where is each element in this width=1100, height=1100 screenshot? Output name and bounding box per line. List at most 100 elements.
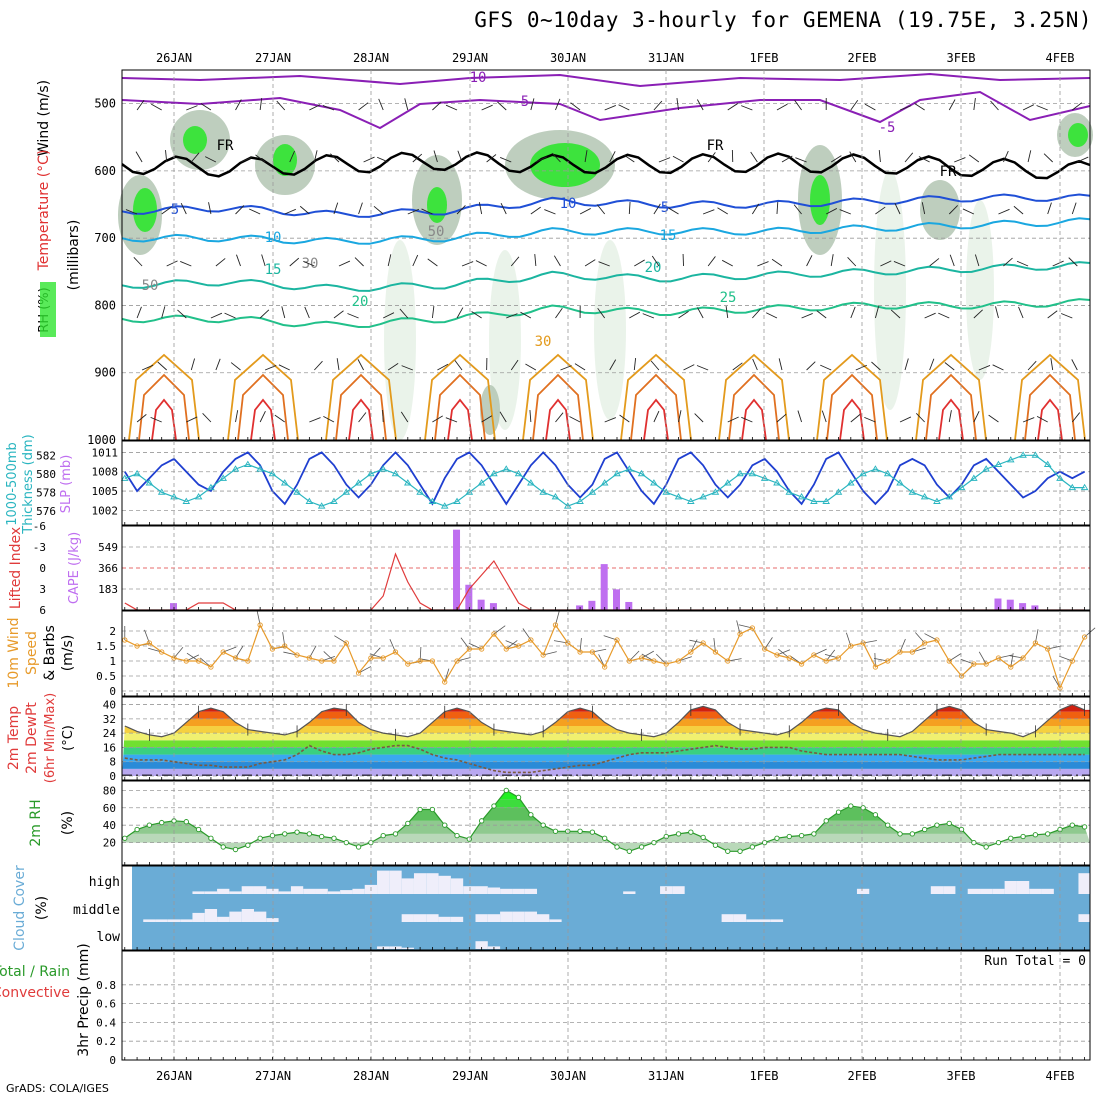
rh-point <box>737 848 743 854</box>
thickness-point <box>416 488 424 495</box>
footer-credit: GrADS: COLA/IGES <box>6 1082 109 1095</box>
rh-point <box>429 806 436 813</box>
contour-label: FR <box>217 138 234 154</box>
wind-barb <box>338 260 351 267</box>
li-tick-label: 6 <box>39 604 46 617</box>
wind10-point <box>897 649 903 655</box>
wind-barb <box>574 363 586 371</box>
date-label-top: 3FEB <box>947 51 976 65</box>
rh-point <box>848 803 854 809</box>
wind-barb <box>683 364 695 371</box>
cape-bar <box>489 603 497 610</box>
rh-point <box>1081 824 1088 830</box>
wind-barb <box>1013 205 1024 215</box>
wind-barb <box>358 412 367 423</box>
wind-barb <box>354 257 364 267</box>
date-label-bottom: 3FEB <box>947 1069 976 1083</box>
thickness-point <box>502 465 511 472</box>
wind-barb <box>373 205 384 215</box>
date-label-top: 2FEB <box>848 51 877 65</box>
wind-barb <box>525 363 537 371</box>
cloud-cell-high <box>413 873 427 894</box>
wind-barb <box>157 361 167 371</box>
cloud-background <box>132 866 1090 950</box>
thickness-point <box>367 469 375 477</box>
contour-label: 5 <box>661 200 669 216</box>
wind10-point <box>762 646 768 652</box>
thickness-point <box>1080 483 1089 491</box>
temp-band <box>122 733 1090 741</box>
pressure-tick-label: 500 <box>94 97 116 111</box>
wind-barb <box>235 205 245 215</box>
thickness-point <box>404 479 412 486</box>
wind-barb <box>230 362 241 371</box>
isotherm-30 <box>335 373 387 441</box>
wind-barb <box>499 411 507 423</box>
wind-barb <box>276 100 286 111</box>
wind10-tick-label: 1.5 <box>96 640 116 653</box>
thickness-point <box>760 474 769 481</box>
rh-point <box>614 844 620 850</box>
date-label-top: 31JAN <box>648 51 684 65</box>
wind-barb <box>186 105 198 111</box>
isotherm-30 <box>728 373 780 441</box>
wind-barb <box>208 202 212 215</box>
temp-band <box>122 711 1090 719</box>
pressure-tick-label: 600 <box>94 164 116 178</box>
thickness-point <box>342 488 351 495</box>
wind-barb <box>1047 310 1058 319</box>
wind-barb <box>1022 417 1035 423</box>
cloud-cell-high <box>352 888 365 894</box>
wind10-tick-label: 0 <box>109 685 116 698</box>
thickness-point <box>957 483 966 491</box>
wind-barb <box>871 361 881 371</box>
wind-barb <box>642 313 655 319</box>
cape-bar <box>994 598 1002 610</box>
date-label-bottom: 29JAN <box>452 1069 488 1083</box>
rh-point <box>515 794 522 800</box>
date-label-top: 29JAN <box>452 51 488 65</box>
wind-barb <box>445 104 458 111</box>
wind10-point <box>860 640 866 646</box>
cape-bar <box>453 529 461 610</box>
cloud-cell-high <box>1016 881 1030 894</box>
cape-bar <box>600 564 608 610</box>
wind10-point <box>208 664 214 670</box>
wind-barb <box>1061 313 1073 319</box>
dewpt-line <box>124 744 1085 774</box>
thickness-point <box>268 469 277 477</box>
wind-barb <box>1047 202 1052 215</box>
wind10-point <box>958 673 965 679</box>
isotherm-25 <box>424 353 496 441</box>
wind-barb <box>202 413 212 423</box>
isotherm-30 <box>925 373 977 441</box>
wind10-point <box>1008 664 1014 670</box>
wind-barb <box>259 98 263 111</box>
rh-point <box>245 842 251 848</box>
thickness-point <box>687 497 695 504</box>
wind-barb <box>604 417 617 423</box>
cloud-cell-high <box>1078 873 1091 894</box>
wind-barb <box>609 359 617 371</box>
slp-tick-label: 1011 <box>92 446 119 459</box>
rh-point <box>872 812 879 818</box>
wind-barb <box>281 306 286 319</box>
temp-band <box>122 701 1090 705</box>
wind10-point <box>651 658 657 664</box>
rh-point <box>897 831 903 837</box>
wind-barb <box>240 157 252 163</box>
thickness-point <box>317 502 326 509</box>
wind-barb <box>1036 105 1048 111</box>
wind-barb <box>948 410 952 423</box>
wind-barb <box>757 261 769 267</box>
wind-barb <box>915 413 925 423</box>
wind-barb <box>696 99 704 111</box>
thickness-point <box>674 493 683 500</box>
wind10-point <box>774 652 780 658</box>
thickness-point <box>428 497 437 504</box>
rh-point <box>983 844 989 850</box>
cape-tick-label: 549 <box>98 541 118 554</box>
wind-barb <box>456 205 466 215</box>
wind-barb <box>973 309 983 319</box>
wind-barb <box>1018 306 1024 319</box>
